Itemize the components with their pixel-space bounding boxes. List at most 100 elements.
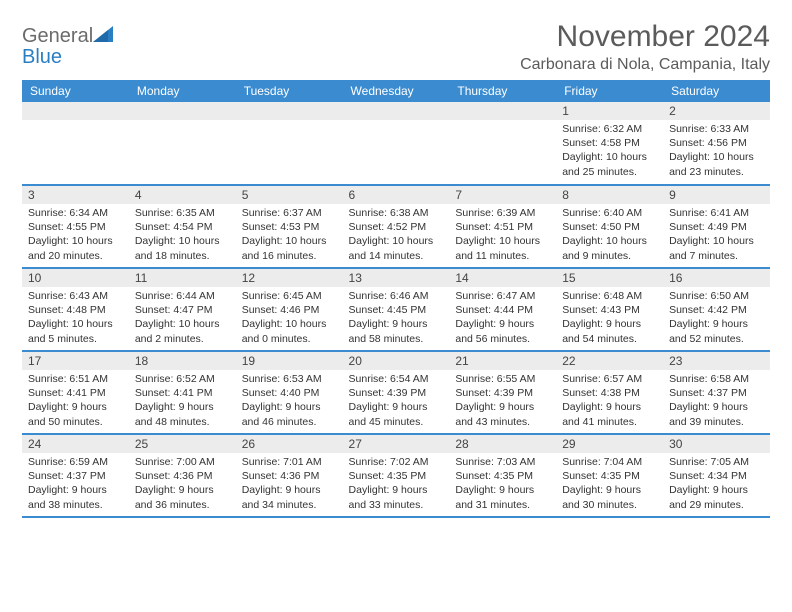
day-sunset: Sunset: 4:35 PM: [455, 469, 550, 483]
day-info: Sunrise: 6:52 AMSunset: 4:41 PMDaylight:…: [129, 370, 236, 433]
calendar-header-row: SundayMondayTuesdayWednesdayThursdayFrid…: [22, 80, 770, 102]
day-info: Sunrise: 6:43 AMSunset: 4:48 PMDaylight:…: [22, 287, 129, 350]
day-sunset: Sunset: 4:35 PM: [562, 469, 657, 483]
day-info: Sunrise: 7:03 AMSunset: 4:35 PMDaylight:…: [449, 453, 556, 516]
calendar-day-cell: [449, 102, 556, 185]
day-sunrise: Sunrise: 6:55 AM: [455, 372, 550, 386]
day-daylight: Daylight: 10 hours and 25 minutes.: [562, 150, 657, 178]
day-number: 29: [556, 435, 663, 453]
calendar-day-cell: 27Sunrise: 7:02 AMSunset: 4:35 PMDayligh…: [343, 434, 450, 517]
day-number: 24: [22, 435, 129, 453]
day-number: 12: [236, 269, 343, 287]
page-header: General Blue November 2024 Carbonara di …: [22, 20, 770, 74]
day-number: 3: [22, 186, 129, 204]
day-daylight: Daylight: 9 hours and 43 minutes.: [455, 400, 550, 428]
day-daylight: Daylight: 9 hours and 41 minutes.: [562, 400, 657, 428]
day-info: Sunrise: 6:47 AMSunset: 4:44 PMDaylight:…: [449, 287, 556, 350]
day-sunrise: Sunrise: 7:02 AM: [349, 455, 444, 469]
day-daylight: Daylight: 10 hours and 18 minutes.: [135, 234, 230, 262]
calendar-table: SundayMondayTuesdayWednesdayThursdayFrid…: [22, 80, 770, 518]
weekday-header: Saturday: [663, 80, 770, 102]
day-info: Sunrise: 6:32 AMSunset: 4:58 PMDaylight:…: [556, 120, 663, 183]
day-number: 28: [449, 435, 556, 453]
day-sunrise: Sunrise: 6:57 AM: [562, 372, 657, 386]
day-number: 22: [556, 352, 663, 370]
day-number: 14: [449, 269, 556, 287]
day-sunset: Sunset: 4:53 PM: [242, 220, 337, 234]
day-sunset: Sunset: 4:41 PM: [28, 386, 123, 400]
day-sunset: Sunset: 4:34 PM: [669, 469, 764, 483]
day-number: 23: [663, 352, 770, 370]
calendar-day-cell: 19Sunrise: 6:53 AMSunset: 4:40 PMDayligh…: [236, 351, 343, 434]
day-info: Sunrise: 6:59 AMSunset: 4:37 PMDaylight:…: [22, 453, 129, 516]
day-sunrise: Sunrise: 7:04 AM: [562, 455, 657, 469]
day-sunrise: Sunrise: 6:44 AM: [135, 289, 230, 303]
day-sunrise: Sunrise: 6:53 AM: [242, 372, 337, 386]
calendar-day-cell: 12Sunrise: 6:45 AMSunset: 4:46 PMDayligh…: [236, 268, 343, 351]
day-sunrise: Sunrise: 7:05 AM: [669, 455, 764, 469]
calendar-day-cell: 9Sunrise: 6:41 AMSunset: 4:49 PMDaylight…: [663, 185, 770, 268]
day-sunset: Sunset: 4:54 PM: [135, 220, 230, 234]
weekday-header: Monday: [129, 80, 236, 102]
day-sunrise: Sunrise: 6:47 AM: [455, 289, 550, 303]
day-number: 25: [129, 435, 236, 453]
day-number: 2: [663, 102, 770, 120]
day-number: 26: [236, 435, 343, 453]
day-info: Sunrise: 6:54 AMSunset: 4:39 PMDaylight:…: [343, 370, 450, 433]
day-daylight: Daylight: 9 hours and 38 minutes.: [28, 483, 123, 511]
day-info: Sunrise: 6:53 AMSunset: 4:40 PMDaylight:…: [236, 370, 343, 433]
weekday-header: Sunday: [22, 80, 129, 102]
day-info: Sunrise: 6:46 AMSunset: 4:45 PMDaylight:…: [343, 287, 450, 350]
day-daylight: Daylight: 9 hours and 33 minutes.: [349, 483, 444, 511]
day-sunrise: Sunrise: 6:34 AM: [28, 206, 123, 220]
day-daylight: Daylight: 10 hours and 16 minutes.: [242, 234, 337, 262]
day-daylight: Daylight: 10 hours and 9 minutes.: [562, 234, 657, 262]
day-sunrise: Sunrise: 6:41 AM: [669, 206, 764, 220]
day-info: Sunrise: 6:57 AMSunset: 4:38 PMDaylight:…: [556, 370, 663, 433]
day-info: Sunrise: 7:04 AMSunset: 4:35 PMDaylight:…: [556, 453, 663, 516]
calendar-week-row: 3Sunrise: 6:34 AMSunset: 4:55 PMDaylight…: [22, 185, 770, 268]
day-info: Sunrise: 7:05 AMSunset: 4:34 PMDaylight:…: [663, 453, 770, 516]
calendar-day-cell: 23Sunrise: 6:58 AMSunset: 4:37 PMDayligh…: [663, 351, 770, 434]
day-sunset: Sunset: 4:41 PM: [135, 386, 230, 400]
calendar-day-cell: 24Sunrise: 6:59 AMSunset: 4:37 PMDayligh…: [22, 434, 129, 517]
day-sunset: Sunset: 4:46 PM: [242, 303, 337, 317]
day-daylight: Daylight: 9 hours and 29 minutes.: [669, 483, 764, 511]
day-sunrise: Sunrise: 6:37 AM: [242, 206, 337, 220]
day-number: 1: [556, 102, 663, 120]
day-daylight: Daylight: 10 hours and 2 minutes.: [135, 317, 230, 345]
weekday-header: Wednesday: [343, 80, 450, 102]
day-daylight: Daylight: 9 hours and 46 minutes.: [242, 400, 337, 428]
calendar-week-row: 1Sunrise: 6:32 AMSunset: 4:58 PMDaylight…: [22, 102, 770, 185]
day-number: 5: [236, 186, 343, 204]
day-sunset: Sunset: 4:38 PM: [562, 386, 657, 400]
day-sunset: Sunset: 4:36 PM: [242, 469, 337, 483]
day-sunrise: Sunrise: 6:51 AM: [28, 372, 123, 386]
day-daylight: Daylight: 10 hours and 14 minutes.: [349, 234, 444, 262]
day-number: 11: [129, 269, 236, 287]
day-number: 20: [343, 352, 450, 370]
calendar-day-cell: [236, 102, 343, 185]
calendar-body: 1Sunrise: 6:32 AMSunset: 4:58 PMDaylight…: [22, 102, 770, 517]
day-daylight: Daylight: 9 hours and 36 minutes.: [135, 483, 230, 511]
day-number: 17: [22, 352, 129, 370]
day-number: 7: [449, 186, 556, 204]
day-number: [343, 102, 450, 120]
day-daylight: Daylight: 10 hours and 0 minutes.: [242, 317, 337, 345]
day-sunrise: Sunrise: 6:33 AM: [669, 122, 764, 136]
day-sunrise: Sunrise: 6:59 AM: [28, 455, 123, 469]
day-number: [449, 102, 556, 120]
calendar-day-cell: 8Sunrise: 6:40 AMSunset: 4:50 PMDaylight…: [556, 185, 663, 268]
day-sunset: Sunset: 4:36 PM: [135, 469, 230, 483]
day-daylight: Daylight: 9 hours and 30 minutes.: [562, 483, 657, 511]
day-sunset: Sunset: 4:48 PM: [28, 303, 123, 317]
day-sunrise: Sunrise: 6:40 AM: [562, 206, 657, 220]
day-sunrise: Sunrise: 7:01 AM: [242, 455, 337, 469]
calendar-day-cell: 1Sunrise: 6:32 AMSunset: 4:58 PMDaylight…: [556, 102, 663, 185]
day-number: 19: [236, 352, 343, 370]
day-number: 13: [343, 269, 450, 287]
day-sunrise: Sunrise: 6:54 AM: [349, 372, 444, 386]
day-number: 21: [449, 352, 556, 370]
day-sunrise: Sunrise: 6:46 AM: [349, 289, 444, 303]
day-info: Sunrise: 6:41 AMSunset: 4:49 PMDaylight:…: [663, 204, 770, 267]
